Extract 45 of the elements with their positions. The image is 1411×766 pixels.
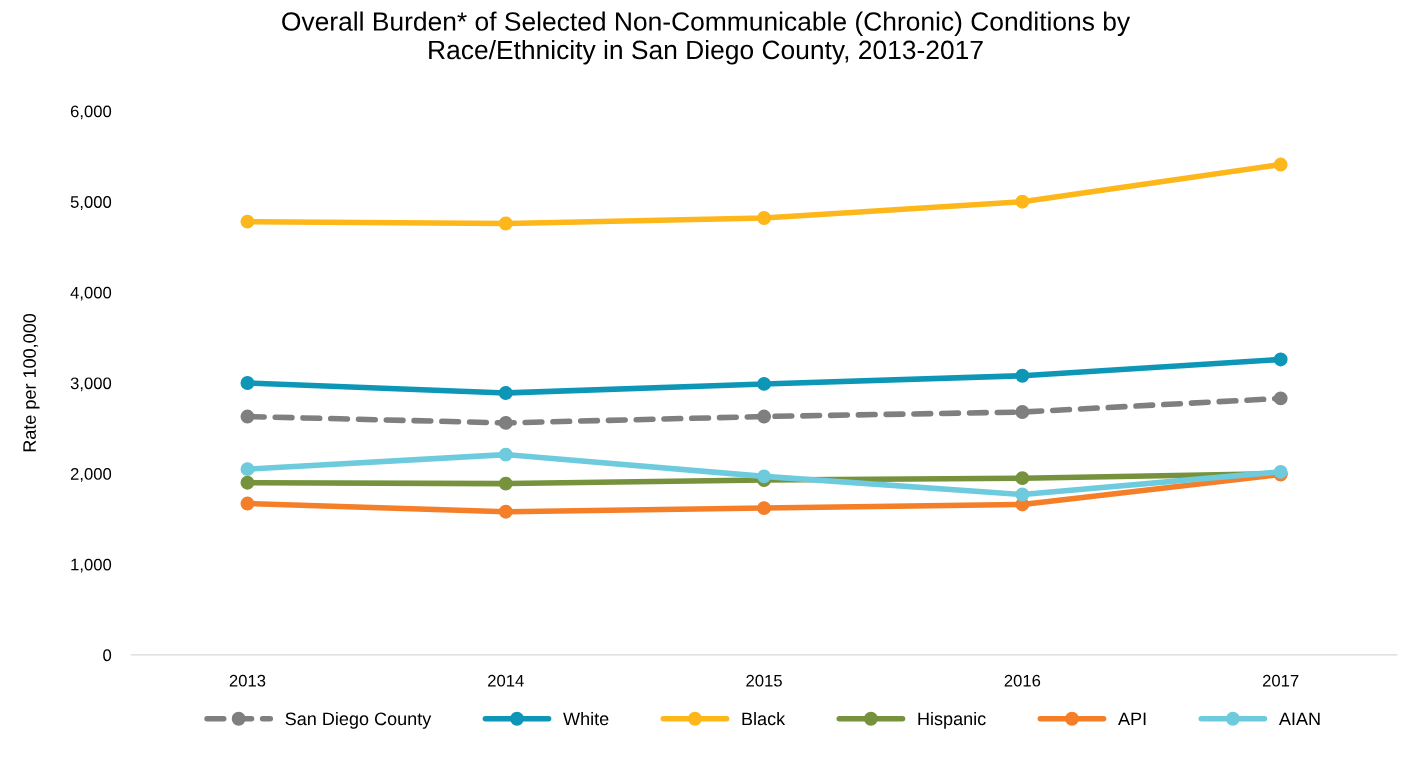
point bbox=[757, 501, 772, 516]
x-tick-label: 2017 bbox=[1262, 674, 1299, 687]
point bbox=[1015, 471, 1030, 486]
legend-label: Black bbox=[742, 711, 786, 726]
y-tick-label: 6,000 bbox=[70, 105, 112, 120]
point bbox=[240, 409, 255, 424]
point bbox=[498, 476, 513, 491]
x-tick-label: 2013 bbox=[229, 674, 266, 687]
point bbox=[498, 447, 513, 462]
point bbox=[240, 376, 255, 390]
point bbox=[757, 409, 772, 424]
chart-title: Overall Burden* of Selected Non-Communicable (Chronic) Conditions by Race/Ethnicity in San Diego County, 2013-2017 bbox=[282, 11, 1131, 65]
point bbox=[498, 386, 513, 400]
point bbox=[757, 376, 772, 391]
point bbox=[498, 216, 513, 231]
point bbox=[1273, 157, 1288, 172]
point bbox=[1273, 352, 1288, 367]
legend-label: White bbox=[563, 711, 609, 726]
legend-label: API bbox=[1118, 712, 1146, 726]
point bbox=[498, 504, 513, 519]
point bbox=[1015, 194, 1030, 209]
point bbox=[1015, 487, 1030, 502]
point bbox=[240, 475, 255, 490]
point bbox=[240, 462, 255, 477]
y-tick-label: 4,000 bbox=[70, 286, 112, 301]
y-tick-label: 0 bbox=[103, 649, 112, 662]
x-tick-label: 2014 bbox=[488, 674, 524, 687]
y-tick-label: 1,000 bbox=[71, 558, 112, 573]
y-tick-label: 2,000 bbox=[70, 468, 112, 482]
legend-label: Hispanic bbox=[918, 711, 986, 729]
y-tick-label: 3,000 bbox=[70, 377, 112, 392]
point bbox=[757, 469, 772, 484]
legend-label: San Diego County bbox=[285, 711, 432, 729]
point bbox=[757, 211, 772, 225]
legend-label: AIAN bbox=[1278, 712, 1320, 726]
y-tick-label: 5,000 bbox=[70, 196, 112, 210]
point bbox=[1273, 391, 1288, 406]
point bbox=[240, 496, 255, 511]
point bbox=[498, 415, 513, 430]
point bbox=[1015, 368, 1030, 383]
x-tick-label: 2016 bbox=[1004, 674, 1041, 687]
y-axis-title: Rate per 100,000 bbox=[23, 313, 40, 452]
point bbox=[1015, 405, 1030, 419]
x-tick-label: 2015 bbox=[746, 674, 782, 687]
point bbox=[240, 214, 255, 229]
